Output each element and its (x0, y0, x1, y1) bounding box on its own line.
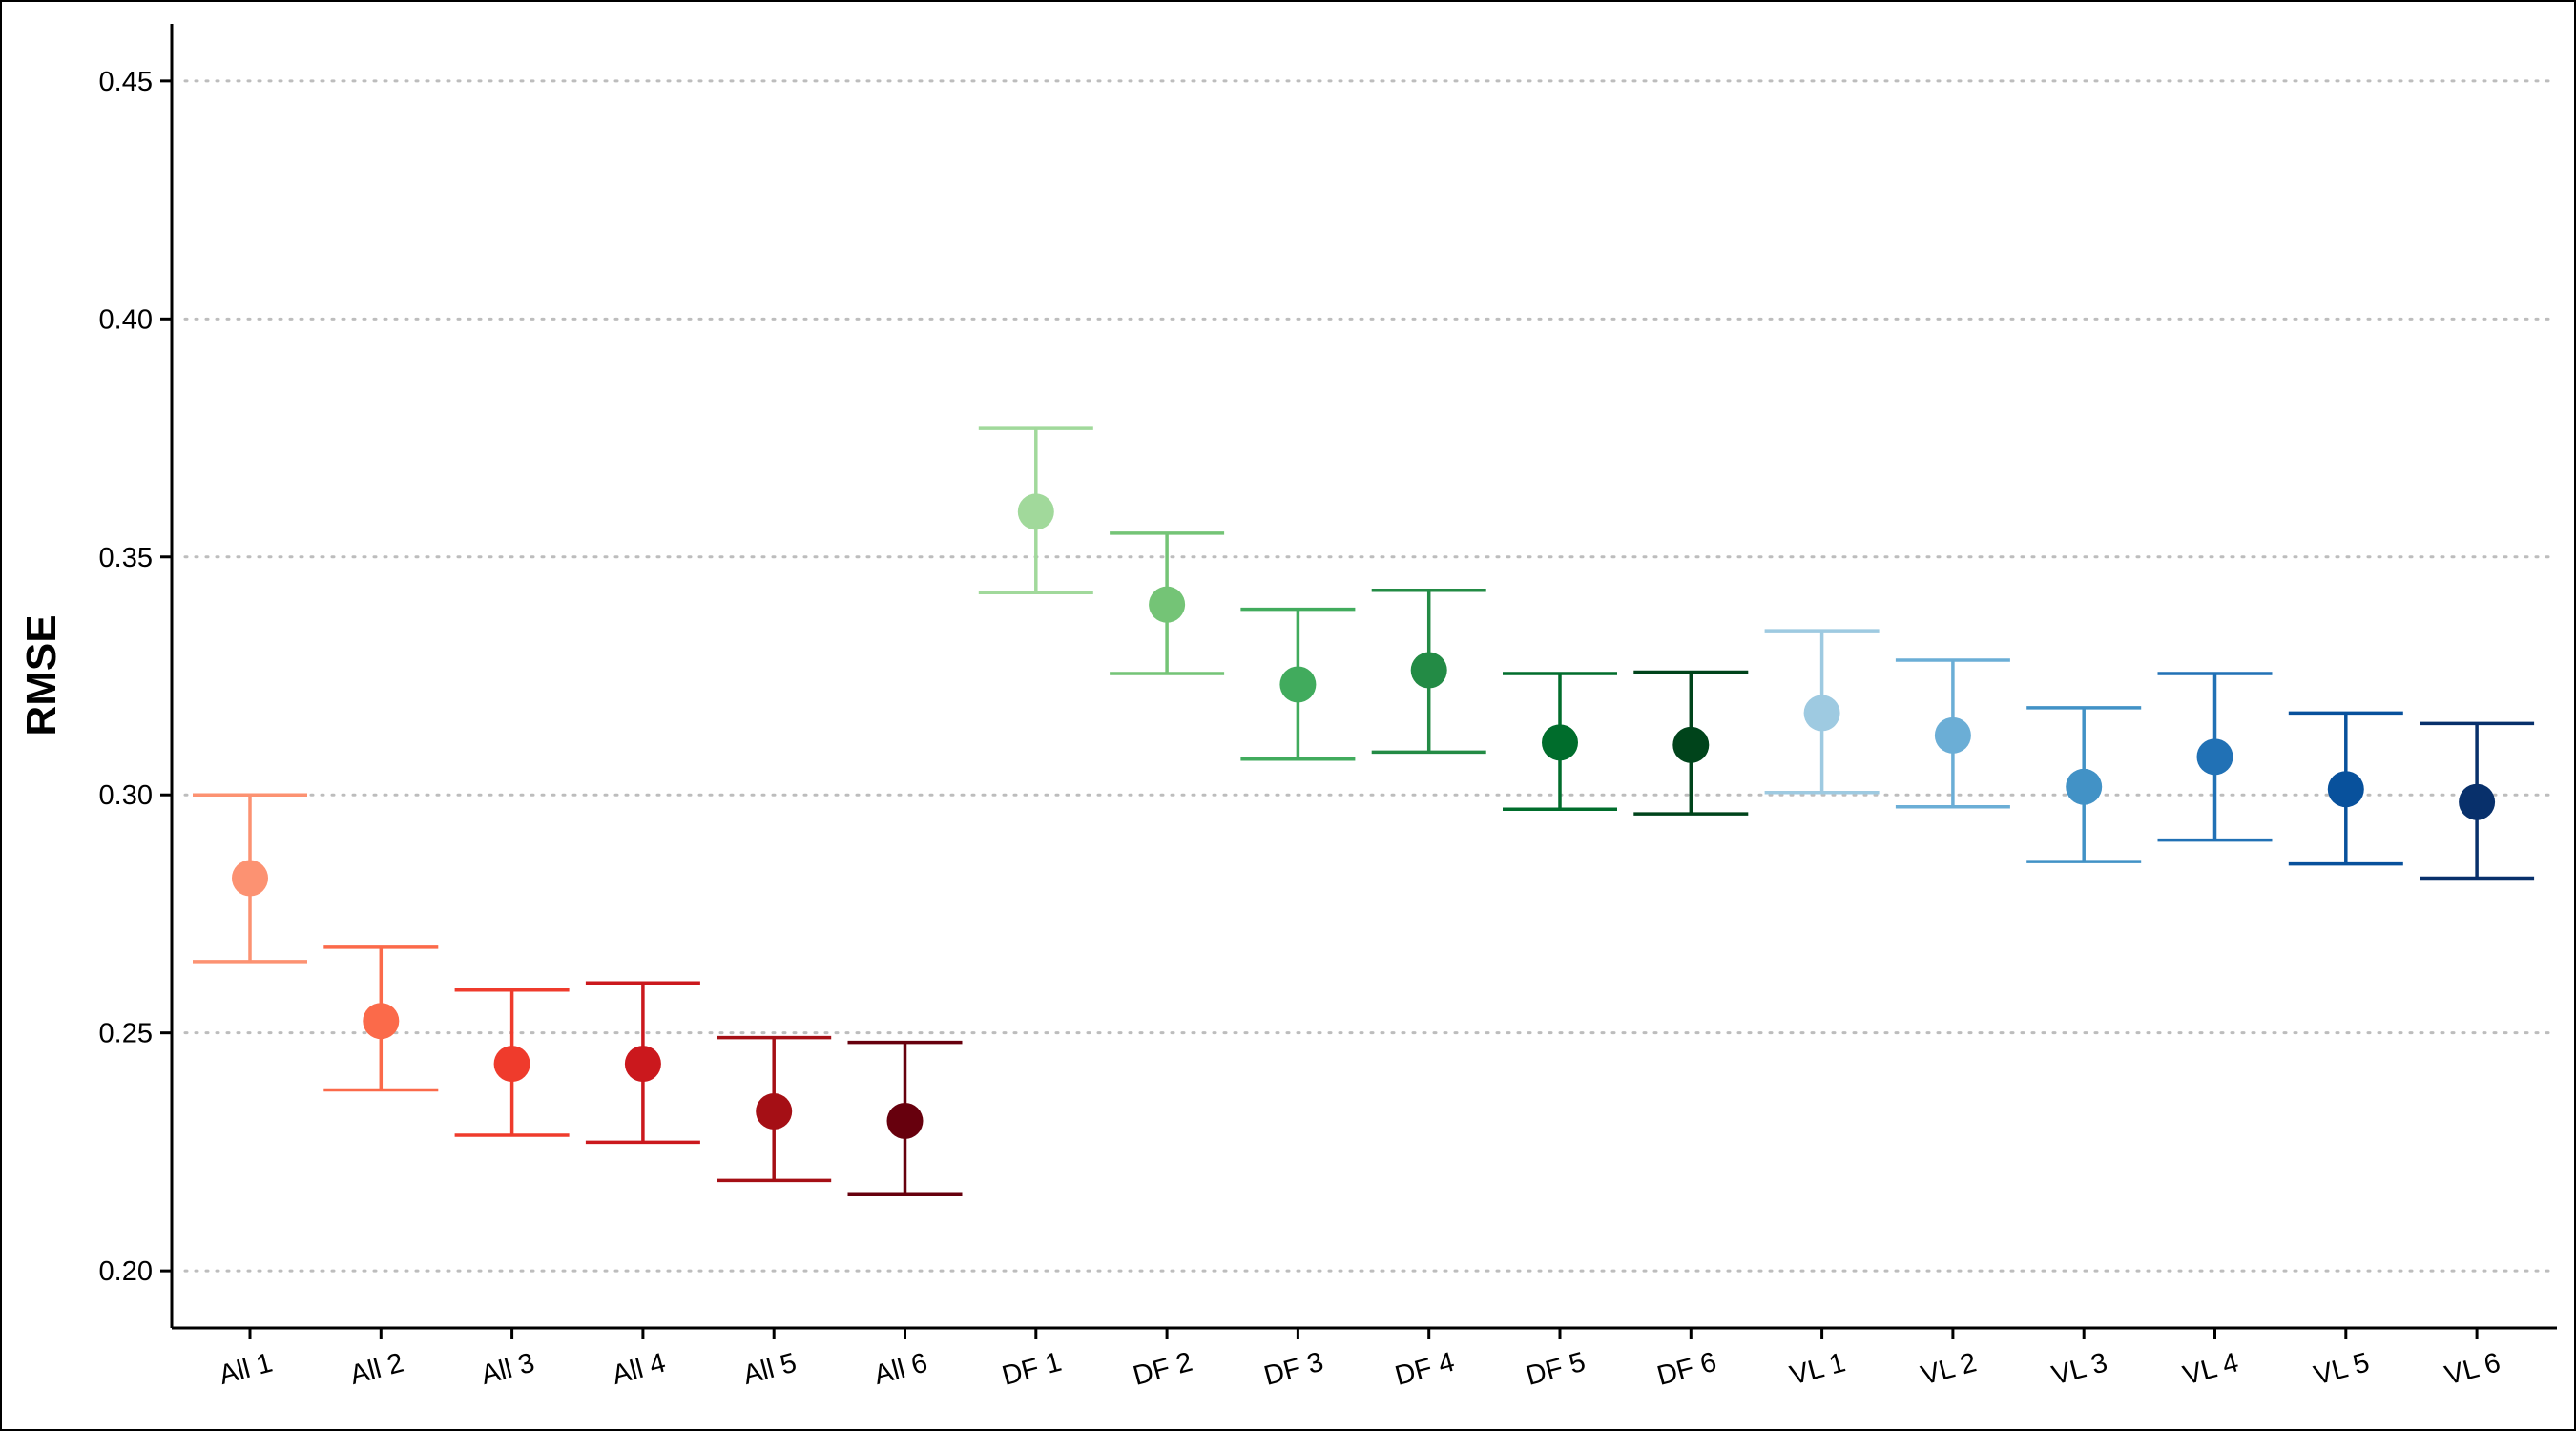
error-bar-group (1503, 672, 1617, 811)
error-bar-group (2157, 672, 2273, 842)
data-point (2066, 768, 2103, 805)
y-tick-label: 0.30 (99, 780, 153, 811)
data-point (2459, 783, 2496, 820)
data-point (1672, 726, 1710, 763)
error-bar-group (1764, 629, 1880, 795)
data-point (2327, 771, 2364, 808)
data-point (1279, 666, 1317, 703)
data-point (756, 1092, 793, 1130)
error-bar-group (1240, 607, 1356, 761)
data-point (1542, 724, 1578, 761)
error-bar-group (2288, 711, 2403, 866)
y-tick-label: 0.20 (99, 1256, 153, 1287)
error-bar-group (847, 1040, 963, 1197)
error-bar-group (2026, 706, 2142, 863)
error-bar-group (323, 945, 439, 1092)
y-tick-label: 0.35 (99, 543, 153, 573)
data-point (2196, 738, 2233, 776)
data-point (1017, 493, 1054, 530)
y-tick-label: 0.40 (99, 304, 153, 335)
data-point (493, 1046, 530, 1083)
data-point (1149, 586, 1186, 623)
error-bar-group (1110, 531, 1225, 675)
error-bar-group (585, 981, 700, 1145)
data-point (363, 1003, 400, 1040)
y-axis-title: RMSE (18, 614, 65, 736)
data-marks (193, 426, 2535, 1197)
data-point (1803, 695, 1840, 732)
y-tick-label: 0.45 (99, 67, 153, 97)
y-ticks: 0.20 0.25 0.30 0.35 0.40 0.45 (99, 67, 172, 1287)
data-point (1934, 716, 1971, 754)
error-bar-group (1895, 658, 2010, 809)
error-bar-group (1633, 670, 1749, 816)
error-bar-group (978, 426, 1093, 594)
data-point (1410, 652, 1447, 689)
y-tick-label: 0.25 (99, 1019, 153, 1049)
y-gridlines (183, 79, 2559, 1273)
error-bar-group (2420, 721, 2535, 881)
error-bar-group (454, 988, 570, 1137)
axes (170, 24, 2557, 1330)
error-bar-group (717, 1035, 832, 1183)
data-point (886, 1102, 924, 1139)
data-point (232, 860, 268, 897)
data-point (624, 1046, 661, 1083)
error-bar-group (1371, 588, 1486, 755)
error-bar-group (193, 793, 307, 964)
